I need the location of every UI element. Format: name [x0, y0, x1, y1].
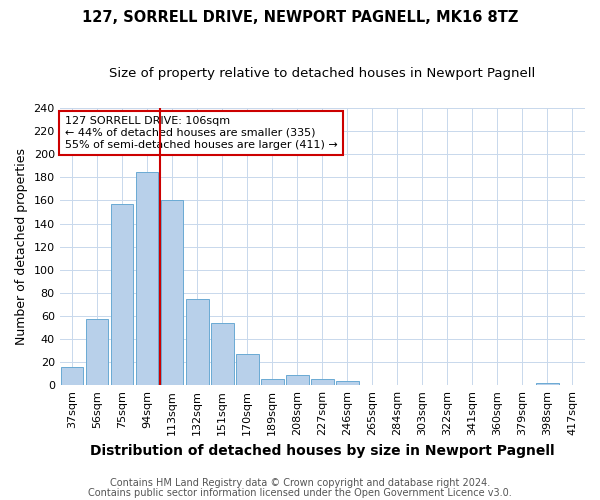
Bar: [236, 354, 259, 385]
Bar: [186, 298, 209, 385]
Bar: [311, 380, 334, 385]
Y-axis label: Number of detached properties: Number of detached properties: [15, 148, 28, 345]
Bar: [211, 323, 233, 385]
Bar: [161, 200, 184, 385]
Bar: [536, 383, 559, 385]
Bar: [86, 320, 109, 385]
Bar: [61, 366, 83, 385]
Text: 127, SORRELL DRIVE, NEWPORT PAGNELL, MK16 8TZ: 127, SORRELL DRIVE, NEWPORT PAGNELL, MK1…: [82, 10, 518, 25]
Bar: [261, 380, 284, 385]
Title: Size of property relative to detached houses in Newport Pagnell: Size of property relative to detached ho…: [109, 68, 535, 80]
Bar: [286, 375, 308, 385]
Text: Contains public sector information licensed under the Open Government Licence v3: Contains public sector information licen…: [88, 488, 512, 498]
Bar: [111, 204, 133, 385]
X-axis label: Distribution of detached houses by size in Newport Pagnell: Distribution of detached houses by size …: [90, 444, 554, 458]
Text: Contains HM Land Registry data © Crown copyright and database right 2024.: Contains HM Land Registry data © Crown c…: [110, 478, 490, 488]
Bar: [336, 380, 359, 385]
Text: 127 SORRELL DRIVE: 106sqm
← 44% of detached houses are smaller (335)
55% of semi: 127 SORRELL DRIVE: 106sqm ← 44% of detac…: [65, 116, 338, 150]
Bar: [136, 172, 158, 385]
